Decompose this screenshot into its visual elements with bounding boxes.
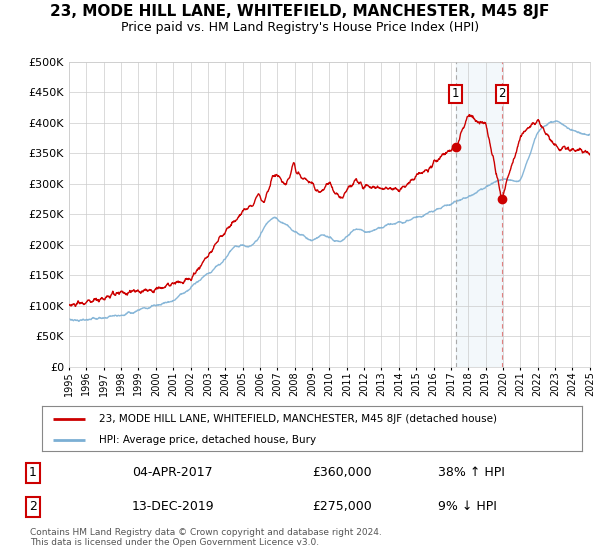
Text: Contains HM Land Registry data © Crown copyright and database right 2024.
This d: Contains HM Land Registry data © Crown c… xyxy=(30,528,382,547)
Text: 2: 2 xyxy=(29,500,37,513)
Text: 04-APR-2017: 04-APR-2017 xyxy=(132,466,212,479)
Text: 1: 1 xyxy=(29,466,37,479)
Bar xyxy=(455,62,502,367)
Text: 38% ↑ HPI: 38% ↑ HPI xyxy=(438,466,505,479)
Text: Price paid vs. HM Land Registry's House Price Index (HPI): Price paid vs. HM Land Registry's House … xyxy=(121,21,479,34)
Text: 1: 1 xyxy=(452,87,460,100)
Text: £360,000: £360,000 xyxy=(312,466,371,479)
Text: 23, MODE HILL LANE, WHITEFIELD, MANCHESTER, M45 8JF: 23, MODE HILL LANE, WHITEFIELD, MANCHEST… xyxy=(50,4,550,19)
Text: 2: 2 xyxy=(499,87,506,100)
Text: £275,000: £275,000 xyxy=(312,500,372,513)
Text: HPI: Average price, detached house, Bury: HPI: Average price, detached house, Bury xyxy=(98,435,316,445)
Text: 23, MODE HILL LANE, WHITEFIELD, MANCHESTER, M45 8JF (detached house): 23, MODE HILL LANE, WHITEFIELD, MANCHEST… xyxy=(98,413,497,423)
Text: 13-DEC-2019: 13-DEC-2019 xyxy=(132,500,215,513)
Text: 9% ↓ HPI: 9% ↓ HPI xyxy=(438,500,497,513)
